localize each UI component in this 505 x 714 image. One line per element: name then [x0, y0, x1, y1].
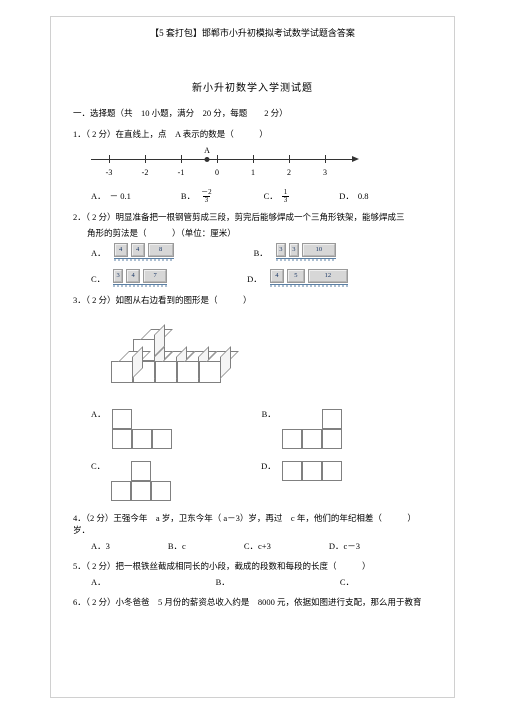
- q4-option-c: C．c+3: [244, 541, 271, 553]
- q4-text: 4．（2 分）王强今年 a 岁，卫东今年（ a－3）岁，再过 c 年，他们的年纪…: [73, 513, 432, 537]
- tick-label: 0: [215, 167, 219, 178]
- point-a-marker: [205, 157, 210, 162]
- bar-segment: 5: [287, 269, 305, 283]
- tick-label: -1: [178, 167, 185, 178]
- tick-label: 2: [287, 167, 291, 178]
- question-2: 2．（ 2 分）明显准备把一根钢管剪成三段，剪完后能够焊成一个三角形铁架，能够焊…: [73, 212, 432, 286]
- q5-option-a: A．: [91, 577, 106, 589]
- number-line: -3 -2 -1 0 1 2 3 A: [91, 147, 391, 183]
- net-square: [322, 429, 342, 449]
- net-square: [322, 409, 342, 429]
- net-square: [282, 429, 302, 449]
- q4-options: A．3 B．c C．c+3 D．c－3: [91, 541, 432, 553]
- q3-text: 3．（ 2 分）如图从右边看到的图形是（ ）: [73, 295, 432, 307]
- tick-label: -2: [142, 167, 149, 178]
- question-6: 6．（ 2 分）小冬爸爸 5 月份的薪资总收入约是 8000 元，依据如图进行支…: [73, 597, 432, 609]
- net-square: [282, 461, 302, 481]
- bar-segment: 4: [131, 243, 145, 257]
- bar-segment: 3: [289, 243, 299, 257]
- q2-text-2: 角形的剪法是（ ）（单位：厘米）: [87, 228, 432, 240]
- bar-segment: 8: [148, 243, 174, 257]
- net-square: [322, 461, 342, 481]
- q2-option-a: A．448: [91, 243, 174, 259]
- net-square: [302, 429, 322, 449]
- tick: [325, 155, 326, 163]
- cube-figure: [103, 311, 432, 401]
- net-square: [131, 461, 151, 481]
- section-1-heading: 一．选择题（共 10 小题，满分 20 分，每题 2 分）: [73, 108, 432, 120]
- bar-segment: 4: [114, 243, 128, 257]
- isometric-cubes: [103, 311, 233, 401]
- tick: [217, 155, 218, 163]
- q2-option-c: C．347: [91, 269, 167, 285]
- cube: [177, 361, 199, 383]
- q4-option-d: D．c－3: [329, 541, 360, 553]
- tick-label: 3: [323, 167, 327, 178]
- number-line-axis: [91, 159, 353, 160]
- q4-option-b: B．c: [168, 541, 186, 553]
- question-3: 3．（ 2 分）如图从右边看到的图形是（ ） A． B． C． D．: [73, 295, 432, 501]
- q2-text-1: 2．（ 2 分）明显准备把一根钢管剪成三段，剪完后能够焊成一个三角形铁架，能够焊…: [73, 212, 432, 224]
- q3-option-a: A．: [91, 409, 172, 449]
- exam-page: 【5 套打包】邯郸市小升初模拟考试数学试题含答案 新小升初数学入学测试题 一．选…: [50, 16, 455, 698]
- bar-segment: 3: [276, 243, 286, 257]
- bar-segment: 4: [126, 269, 140, 283]
- q3-row2: C． D．: [91, 461, 432, 501]
- q2-option-b: B．3310: [254, 243, 336, 259]
- q3-option-b: B．: [262, 409, 342, 449]
- bar-segment: 10: [302, 243, 336, 257]
- net-square: [111, 481, 131, 501]
- q3-option-d: D．: [261, 461, 342, 501]
- net-square: [302, 461, 322, 481]
- point-a-label: A: [204, 145, 210, 156]
- q1-opt-d-val: 0.8: [358, 191, 369, 203]
- q6-text: 6．（ 2 分）小冬爸爸 5 月份的薪资总收入约是 8000 元，依据如图进行支…: [73, 597, 432, 609]
- q5-options: A． B． C．: [91, 577, 432, 589]
- net-square: [151, 481, 171, 501]
- net-square: [112, 409, 132, 429]
- cube: [199, 361, 221, 383]
- q1-option-a: A．－ 0.1: [91, 189, 131, 203]
- net-square: [112, 429, 132, 449]
- q1-text: 1．（ 2 分）在直线上，点 A 表示的数是（ ）: [73, 129, 432, 141]
- q2-row1: A．448 B．3310: [91, 243, 432, 259]
- q3-row1: A． B．: [91, 409, 432, 449]
- bar-segment: 3: [113, 269, 123, 283]
- q1-option-b: B．－23: [181, 189, 214, 203]
- q5-option-b: B．: [216, 577, 230, 589]
- question-1: 1．（ 2 分）在直线上，点 A 表示的数是（ ） -3 -2 -1 0 1 2 3 A A…: [73, 129, 432, 203]
- tick-label: 1: [251, 167, 255, 178]
- q5-text: 5．（ 2 分）把一根铁丝截成相同长的小段，截成的段数和每段的长度（ ）: [73, 561, 432, 573]
- exam-title: 新小升初数学入学测试题: [73, 82, 432, 96]
- cube: [155, 361, 177, 383]
- q2-option-d: D．4512: [247, 269, 348, 285]
- page-header: 【5 套打包】邯郸市小升初模拟考试数学试题含答案: [73, 27, 432, 40]
- tick: [289, 155, 290, 163]
- bar-segment: 7: [143, 269, 167, 283]
- tick: [181, 155, 182, 163]
- fraction-icon: －23: [199, 189, 214, 203]
- fraction-icon: 13: [282, 189, 290, 203]
- cube: [111, 361, 133, 383]
- q1-option-d: D．0.8: [339, 189, 368, 203]
- q4-option-a: A．3: [91, 541, 110, 553]
- question-4: 4．（2 分）王强今年 a 岁，卫东今年（ a－3）岁，再过 c 年，他们的年纪…: [73, 513, 432, 553]
- question-5: 5．（ 2 分）把一根铁丝截成相同长的小段，截成的段数和每段的长度（ ） A． …: [73, 561, 432, 589]
- bar-segment: 4: [270, 269, 284, 283]
- tick-label: -3: [106, 167, 113, 178]
- q1-options: A．－ 0.1 B．－23 C．13 D．0.8: [91, 189, 432, 203]
- q1-opt-a-val: － 0.1: [110, 191, 131, 203]
- net-square: [152, 429, 172, 449]
- q1-option-c: C．13: [264, 189, 290, 203]
- net-square: [132, 429, 152, 449]
- tick: [109, 155, 110, 163]
- q5-option-c: C．: [340, 577, 354, 589]
- tick: [253, 155, 254, 163]
- bar-segment: 12: [308, 269, 348, 283]
- net-square: [131, 481, 151, 501]
- tick: [145, 155, 146, 163]
- q3-option-c: C．: [91, 461, 171, 501]
- q2-row2: C．347 D．4512: [91, 269, 432, 285]
